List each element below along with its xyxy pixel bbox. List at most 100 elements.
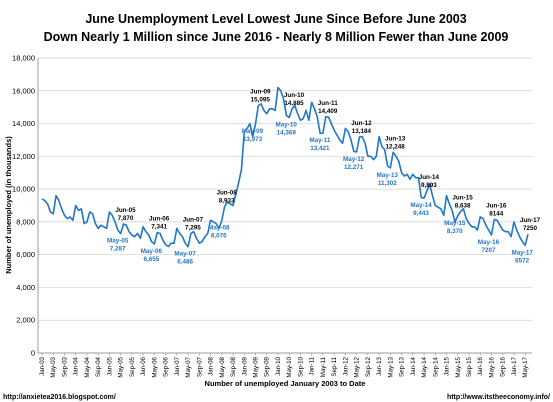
may-label: May-10 xyxy=(276,122,298,129)
y-tick-label: 2,000 xyxy=(16,316,35,325)
june-label: Jun-12 xyxy=(351,120,372,127)
x-tick-label: Jan-05 xyxy=(106,356,113,375)
x-tick-label: May-07 xyxy=(185,356,192,377)
x-tick-label: Jan-04 xyxy=(73,356,80,375)
x-tick-label: May-10 xyxy=(286,356,293,377)
x-tick-label: Jan-08 xyxy=(208,356,215,375)
june-value: 8,933 xyxy=(219,198,235,205)
may-value: 9,443 xyxy=(413,210,429,217)
x-tick-label: Sep-11 xyxy=(331,356,338,376)
may-label: May-09 xyxy=(242,128,264,135)
june-value: 15,095 xyxy=(251,97,271,104)
y-tick-label: 4,000 xyxy=(16,283,35,292)
june-label: Jun-07 xyxy=(183,216,204,223)
x-tick-label: Jan-07 xyxy=(174,356,181,375)
x-tick-label: May-12 xyxy=(354,356,361,377)
x-tick-label: May-03 xyxy=(50,356,57,377)
x-tick-label: May-04 xyxy=(84,356,91,377)
footer-left-url[interactable]: http://anxietea2016.blogspot.com/ xyxy=(3,394,116,401)
x-tick-label: Jan-15 xyxy=(444,356,451,375)
series-line xyxy=(41,86,529,248)
chart-title: June Unemployment Level Lowest June Sinc… xyxy=(85,12,466,26)
may-label: May-06 xyxy=(141,248,163,255)
x-tick-label: Sep-04 xyxy=(95,356,102,377)
annotations: Jun-057,870 Jun-067,341Jun-077,295Jun-088… xyxy=(107,89,541,266)
x-tick-label: Sep-16 xyxy=(500,356,507,377)
june-label: Jun-05 xyxy=(115,207,136,214)
x-tick-label: Sep-07 xyxy=(196,356,203,377)
footer-right-url[interactable]: http://www.itstheeconomy.info/ xyxy=(447,394,550,401)
june-value: 12,248 xyxy=(386,143,406,150)
may-value: 6,655 xyxy=(143,256,159,263)
x-tick-label: Sep-13 xyxy=(399,356,406,377)
x-tick-label: May-17 xyxy=(522,356,529,377)
may-value: 6,486 xyxy=(177,259,193,266)
x-tick-label: May-14 xyxy=(421,356,428,377)
june-label: Jun-08 xyxy=(216,190,237,197)
y-tick-label: 6,000 xyxy=(16,250,35,259)
june-value: 14,409 xyxy=(318,108,338,115)
june-label: Jun-15 xyxy=(452,194,473,201)
x-tick-label: May-11 xyxy=(320,356,327,377)
y-tick-label: 10,000 xyxy=(12,185,35,194)
may-label: May-15 xyxy=(444,220,466,227)
x-tick-label: May-09 xyxy=(253,356,260,377)
x-tick-label: May-05 xyxy=(118,356,125,377)
x-tick-label: Sep-14 xyxy=(432,356,439,377)
may-label: May-16 xyxy=(478,239,500,246)
x-tick-label: Jan-10 xyxy=(275,356,282,375)
may-value: 7207 xyxy=(481,247,496,254)
june-value: 14,885 xyxy=(284,100,304,107)
may-label: May-14 xyxy=(410,202,432,209)
june-value: 8,638 xyxy=(455,202,471,209)
june-value: 7250 xyxy=(523,225,538,232)
y-tick-label: 14,000 xyxy=(12,119,35,128)
may-value: 13,973 xyxy=(243,136,263,143)
x-tick-label: Sep-06 xyxy=(163,356,170,377)
x-axis-label: Number of unemployed January 2003 to Dat… xyxy=(205,379,366,388)
x-tick-label: Sep-05 xyxy=(129,356,136,377)
may-value: 8,370 xyxy=(447,228,463,235)
x-tick-label: Jan-06 xyxy=(140,356,147,375)
y-tick-label: 8,000 xyxy=(16,217,35,226)
y-tick-label: 0 xyxy=(31,349,35,358)
june-value: 13,184 xyxy=(352,128,372,135)
x-tick-label: Jan-11 xyxy=(309,356,316,375)
june-value: 9,893 xyxy=(421,182,437,189)
y-axis-label: Number of unemployed (in thousands) xyxy=(4,136,13,274)
x-tick-label: Sep-12 xyxy=(365,356,372,377)
x-tick-label: Sep-03 xyxy=(61,356,68,377)
y-axis-ticks: 0 2,000 4,000 6,000 8,000 10,000 12,000 14,000 1… xyxy=(12,54,35,358)
may-label: May-07 xyxy=(174,251,196,258)
x-tick-label: Jan-16 xyxy=(477,356,484,375)
may-value: 14,369 xyxy=(277,130,297,137)
june-label: Jun-17 xyxy=(520,217,541,224)
june-label: Jun-10 xyxy=(284,92,305,99)
may-value: 11,302 xyxy=(378,180,397,187)
may-label: May-11 xyxy=(309,137,331,144)
x-tick-label: May-13 xyxy=(387,356,394,377)
may-label: May-17 xyxy=(512,249,534,256)
x-tick-label: Jan-09 xyxy=(241,356,248,375)
june-label: Jun-09 xyxy=(250,89,271,96)
x-tick-label: May-16 xyxy=(488,356,495,377)
may-label: May-05 xyxy=(107,238,129,245)
x-tick-label: Jan-13 xyxy=(376,356,383,375)
may-value: 12,271 xyxy=(344,164,364,171)
x-tick-label: Sep-10 xyxy=(297,356,304,377)
x-tick-label: Sep-08 xyxy=(230,356,237,377)
june-label: Jun-13 xyxy=(385,135,406,142)
may-label: May-08 xyxy=(208,225,230,232)
may-value: 8,076 xyxy=(211,233,227,240)
y-tick-label: 16,000 xyxy=(12,86,35,95)
june-value: 7,295 xyxy=(185,224,201,231)
x-tick-label: May-06 xyxy=(151,356,158,377)
june-value: 7,341 xyxy=(151,224,167,231)
may-value: 6572 xyxy=(515,257,530,264)
june-label: Jun-06 xyxy=(149,216,170,223)
june-label: Jun-11 xyxy=(318,100,338,107)
y-tick-label: 18,000 xyxy=(12,54,35,63)
x-tick-label: Sep-09 xyxy=(264,356,271,377)
x-tick-label: Jan-03 xyxy=(39,356,46,375)
